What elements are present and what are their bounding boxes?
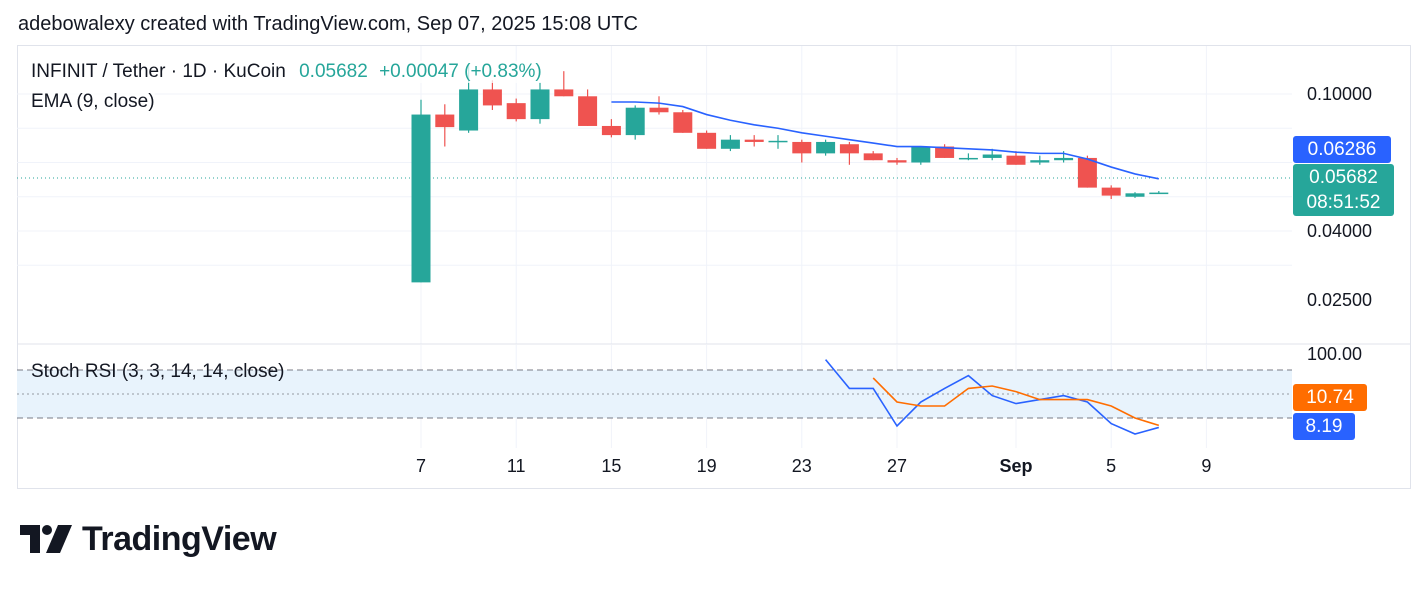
candle-body — [1006, 155, 1026, 165]
candle — [482, 80, 502, 110]
stoch-d-tag: 10.74 — [1293, 384, 1367, 411]
tradingview-wordmark: TradingView — [82, 520, 277, 558]
candle-body — [625, 107, 645, 136]
candle — [530, 82, 550, 124]
candle-body — [1054, 157, 1074, 161]
stoch-k-tag: 8.19 — [1293, 413, 1355, 440]
y-tick-label: 0.04000 — [1307, 221, 1373, 241]
candles — [411, 64, 1169, 283]
stoch-band — [17, 370, 1292, 418]
candle-body — [1077, 157, 1097, 188]
candle — [411, 99, 431, 283]
candle-body — [554, 89, 574, 97]
candle-body — [911, 146, 931, 163]
last-price-value: 0.05682 — [1309, 167, 1378, 188]
candle-body — [887, 160, 907, 163]
candle — [697, 130, 717, 149]
candle — [935, 144, 955, 158]
stoch-d-line — [872, 377, 1160, 427]
candle — [625, 105, 645, 140]
tradingview-logo[interactable]: TradingView — [20, 520, 277, 559]
x-tick-label: 23 — [791, 456, 812, 476]
candle-body — [1030, 160, 1050, 163]
candle — [744, 135, 764, 147]
candle-body — [1149, 192, 1169, 195]
candle — [673, 109, 693, 133]
x-tick-label: 9 — [1201, 456, 1212, 476]
candle-body — [411, 114, 431, 283]
ema-legend[interactable]: EMA (9, close) — [31, 91, 155, 113]
candle-body — [506, 103, 526, 120]
candle-body — [578, 96, 598, 126]
candle — [578, 89, 598, 126]
candle — [768, 135, 788, 149]
bar-countdown: 08:51:52 — [1306, 192, 1381, 213]
candle — [816, 139, 836, 156]
last-price-tag: 0.05682 08:51:52 — [1293, 164, 1394, 216]
stoch-k-line — [824, 359, 1160, 435]
candle-body — [435, 114, 455, 128]
x-tick-label: 7 — [415, 456, 427, 476]
stoch-legend[interactable]: Stoch RSI (3, 3, 14, 14, close) — [31, 361, 285, 382]
candle-body — [792, 141, 812, 154]
candle-body — [601, 125, 621, 136]
candle-body — [673, 112, 693, 133]
candle-body — [744, 139, 764, 142]
tradingview-logo-icon — [20, 524, 72, 553]
candle — [506, 98, 526, 122]
ema-price-tag: 0.06286 — [1293, 136, 1391, 163]
candle-body — [839, 144, 859, 154]
candle-body — [1101, 187, 1121, 196]
ema-line — [611, 101, 1159, 180]
candle-body — [697, 132, 717, 149]
candle — [649, 96, 669, 115]
candle — [958, 153, 978, 161]
candle — [1006, 151, 1026, 165]
candle — [792, 139, 812, 163]
candle-body — [935, 146, 955, 158]
candle-body — [720, 139, 740, 149]
candle-body — [482, 89, 502, 106]
candle-body — [816, 141, 836, 154]
candle-body — [958, 157, 978, 160]
chart-frame — [17, 45, 1411, 489]
symbol-title: INFINIT / Tether · 1D · KuCoin — [31, 61, 286, 82]
candle-body — [1125, 193, 1145, 197]
candle-body — [459, 89, 479, 131]
y-tick-label: 0.10000 — [1307, 84, 1373, 104]
x-tick-label: 19 — [696, 456, 717, 476]
candle — [435, 104, 455, 147]
legend-price: 0.05682 — [299, 61, 368, 82]
candle — [1101, 185, 1121, 200]
candle — [720, 135, 740, 152]
candle — [1125, 192, 1145, 198]
candle-body — [863, 153, 883, 161]
candle — [839, 141, 859, 165]
candle — [601, 119, 621, 138]
symbol-legend[interactable]: INFINIT / Tether · 1D · KuCoin 0.05682 +… — [31, 61, 542, 83]
candle — [1149, 191, 1169, 195]
x-tick-label: 27 — [886, 456, 908, 476]
candle — [1077, 155, 1097, 188]
candle — [554, 71, 574, 97]
stoch-y-tick-label: 100.00 — [1307, 344, 1363, 364]
candle-body — [649, 107, 669, 113]
x-tick-label: 11 — [506, 456, 526, 476]
candle — [887, 157, 907, 165]
x-tick-label: 15 — [601, 456, 622, 476]
candle — [863, 151, 883, 161]
x-tick-label: Sep — [999, 456, 1033, 476]
candle-body — [982, 154, 1002, 158]
candle — [1030, 155, 1050, 165]
x-tick-label: 5 — [1106, 456, 1117, 476]
candle — [911, 146, 931, 165]
y-tick-label: 0.02500 — [1307, 290, 1373, 310]
candle-body — [768, 140, 788, 143]
legend-change: +0.00047 (+0.83%) — [379, 61, 542, 82]
chart-header: adebowalexy created with TradingView.com… — [18, 13, 638, 35]
candle-body — [530, 89, 550, 120]
